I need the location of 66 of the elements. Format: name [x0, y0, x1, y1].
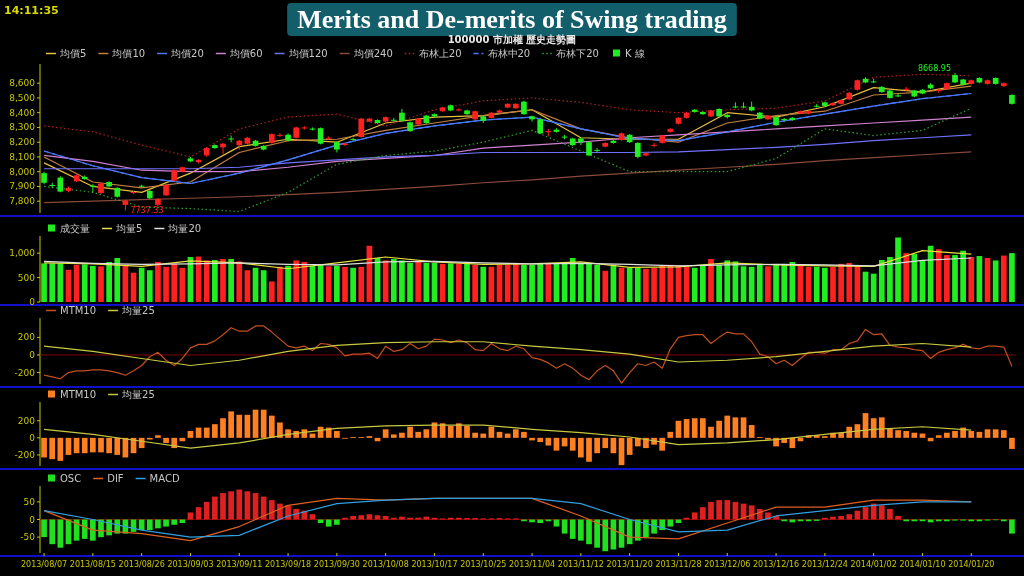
- legend-label: 均價240: [352, 48, 393, 59]
- x-tick-label: 2013/11/12: [557, 560, 604, 569]
- x-tick-label: 2014/01/20: [948, 560, 995, 569]
- legend-label: 均量5: [115, 223, 143, 234]
- x-tick-label: 2013/12/24: [801, 560, 848, 569]
- x-tick-label: 2013/08/07: [21, 560, 68, 569]
- x-tick-label: 2013/08/26: [118, 560, 165, 569]
- y-tick-label: -50: [20, 532, 36, 543]
- y-tick-label: 8,100: [9, 151, 36, 162]
- y-tick-label: 8,200: [9, 137, 36, 148]
- x-tick-label: 2014/01/10: [899, 560, 946, 569]
- legend-label: 成交量: [60, 223, 90, 234]
- chart-subtitle: 100000 市加權 歷史走勢圖: [447, 34, 577, 45]
- y-tick-label: 1,000: [9, 248, 36, 259]
- x-tick-label: 2013/10/17: [411, 560, 458, 569]
- y-tick-label: 8,300: [9, 122, 36, 133]
- x-tick-label: 2013/09/18: [265, 560, 312, 569]
- legend-label: 布林上20: [418, 48, 462, 59]
- legend-label: 均量25: [121, 389, 155, 400]
- annotation: 7737.33: [130, 206, 164, 216]
- y-tick-label: 0: [29, 297, 36, 307]
- legend-label: 布林中20: [487, 48, 531, 59]
- x-tick-label: 2013/08/15: [69, 560, 116, 569]
- y-tick-label: -200: [14, 367, 36, 378]
- legend-label: 均價10: [111, 48, 146, 59]
- legend-label: 均價20: [170, 48, 204, 59]
- legend-label: DIF: [107, 473, 124, 484]
- legend-label: MTM10: [60, 389, 97, 400]
- y-tick-label: 200: [17, 415, 36, 426]
- x-tick-label: 2013/11/20: [606, 560, 653, 569]
- text: 14:11:35: [4, 4, 59, 17]
- legend-label: 均量20: [167, 223, 202, 234]
- x-tick-label: 2013/09/03: [167, 560, 214, 569]
- legend-label: MTM10: [60, 305, 97, 316]
- x-tick-label: 2013/12/06: [704, 560, 751, 569]
- x-tick-label: 2013/09/30: [313, 560, 360, 569]
- legend-label: MACD: [149, 473, 180, 484]
- x-tick-label: 2013/09/11: [216, 560, 263, 569]
- y-tick-label: -200: [14, 449, 36, 460]
- legend-label: 均價60: [228, 48, 263, 59]
- annotation: 8668.95: [917, 64, 951, 74]
- legend-label: K 線: [624, 48, 645, 59]
- legend-label: 均價5: [59, 48, 87, 59]
- y-tick-label: 50: [23, 496, 36, 507]
- x-tick-label: 2014/01/02: [850, 560, 897, 569]
- legend-label: 均量25: [121, 305, 155, 316]
- x-tick-label: 2013/12/16: [753, 560, 800, 569]
- y-tick-label: 200: [17, 332, 36, 343]
- y-tick-label: 8,500: [9, 92, 36, 103]
- y-tick-label: 0: [29, 432, 36, 443]
- y-tick-label: 7,800: [9, 196, 36, 207]
- chart-title: Merits and De-merits of Swing trading: [297, 5, 727, 34]
- x-tick-label: 2013/11/04: [509, 560, 556, 569]
- legend-label: 均價120: [287, 48, 328, 59]
- x-tick-label: 2013/11/28: [655, 560, 702, 569]
- legend-label: OSC: [60, 473, 82, 484]
- x-tick-label: 2013/10/25: [460, 560, 507, 569]
- legend-label: 布林下20: [556, 48, 599, 59]
- y-tick-label: 0: [29, 514, 36, 525]
- x-tick-label: 2013/10/08: [362, 560, 409, 569]
- y-tick-label: 8,400: [9, 107, 36, 118]
- y-tick-label: 0: [29, 349, 36, 360]
- y-tick-label: 7,900: [9, 181, 36, 192]
- y-tick-label: 8,600: [9, 78, 36, 89]
- y-tick-label: 500: [17, 272, 36, 283]
- y-tick-label: 8,000: [9, 166, 36, 177]
